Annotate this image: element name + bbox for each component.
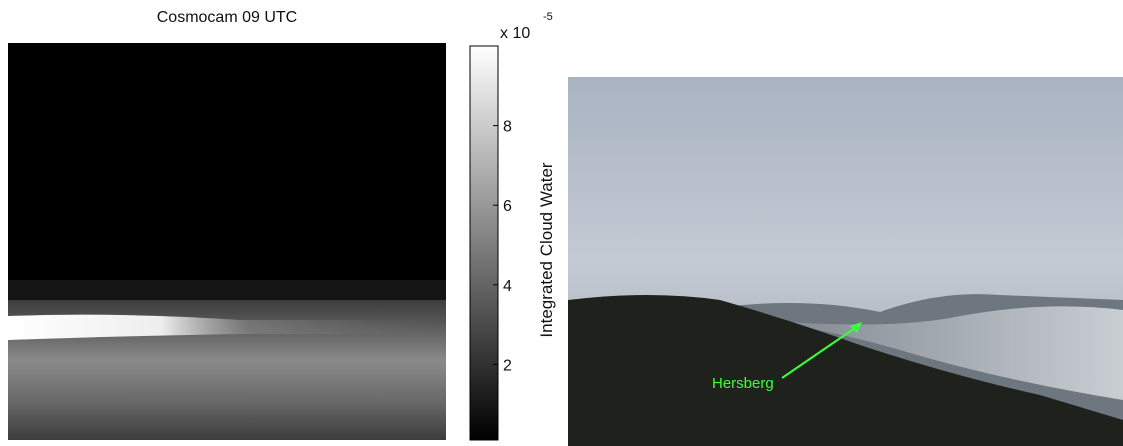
colorbar-label: Integrated Cloud Water (537, 162, 556, 337)
colorbar (470, 46, 498, 440)
figure: Cosmocam 09 UTC x 10 -5 Integrated Cloud… (0, 0, 1123, 446)
colorbar-tick-label: 2 (503, 357, 512, 374)
colorbar-tick-label: 4 (503, 278, 512, 295)
cloud-layer (8, 282, 446, 440)
colorbar-fill (470, 46, 498, 440)
cloud-top (8, 280, 446, 300)
colorbar-tick-label: 8 (503, 119, 512, 136)
colorbar-multiplier: x 10 (500, 25, 530, 42)
photo: Hersberg (568, 77, 1123, 446)
panel-title: Cosmocam 09 UTC (157, 9, 297, 26)
colorbar-tick-label: 6 (503, 198, 512, 215)
annotation: Hersberg (712, 375, 774, 392)
colorbar-exponent: -5 (543, 11, 553, 23)
